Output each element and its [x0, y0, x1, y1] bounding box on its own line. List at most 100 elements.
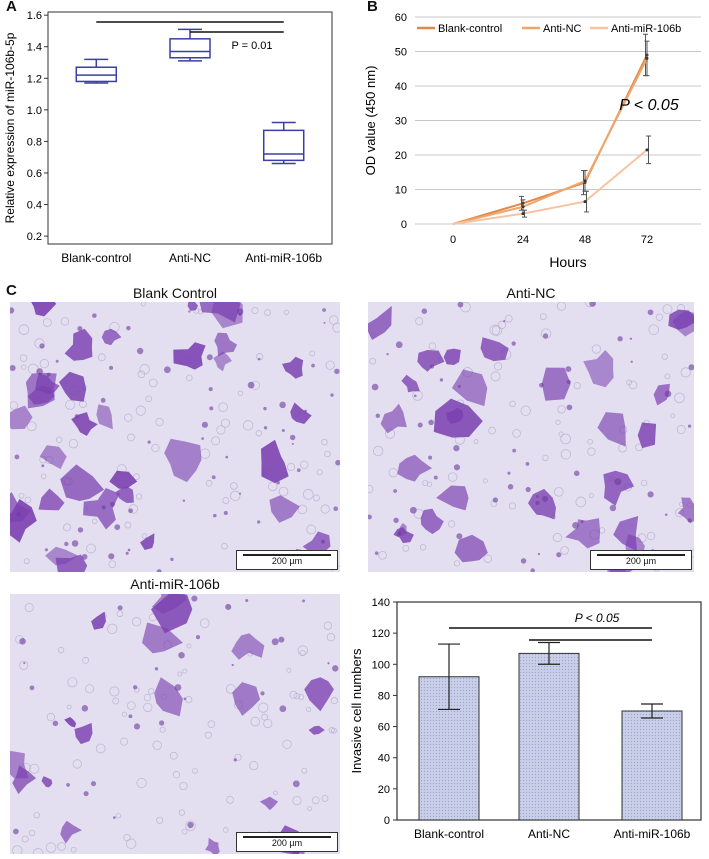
pore	[373, 445, 384, 457]
micrograph-background	[10, 302, 340, 572]
pore	[97, 353, 106, 362]
cell-debris	[113, 816, 116, 819]
stained-cell	[41, 776, 53, 788]
cell-debris	[539, 382, 544, 388]
cell-debris	[174, 684, 182, 691]
data-point	[583, 200, 587, 204]
pore	[218, 402, 228, 412]
pore	[321, 794, 329, 802]
cell-debris	[535, 500, 540, 506]
pore	[415, 317, 424, 326]
pore	[332, 322, 340, 333]
stained-cell	[451, 369, 488, 407]
cell-debris	[393, 489, 398, 493]
cell-debris	[492, 497, 499, 503]
box-plot: 0.2 0.4 0.6 0.8 1.0 1.2 1.4 1.6 Relative express…	[3, 10, 333, 265]
cell-debris	[457, 302, 464, 308]
pore	[504, 314, 513, 323]
pore	[66, 704, 72, 710]
pore	[369, 357, 376, 365]
cell-debris	[304, 409, 307, 413]
cell-debris	[74, 414, 79, 419]
cell-debris	[278, 636, 285, 643]
pore	[286, 667, 292, 673]
pore	[556, 302, 567, 311]
cell-debris	[271, 638, 279, 646]
pore	[107, 623, 118, 634]
pore	[230, 482, 238, 490]
pore	[553, 486, 564, 497]
pore	[57, 646, 65, 654]
stained-cell	[154, 677, 183, 717]
pore	[255, 430, 262, 437]
pore	[297, 504, 308, 515]
cell-debris	[556, 552, 562, 558]
cell-debris	[289, 434, 296, 441]
pore	[428, 342, 437, 350]
pore	[18, 492, 25, 499]
x-tick-label: 0	[450, 234, 456, 246]
y-tick-label: 10	[395, 185, 407, 197]
cell-debris	[191, 595, 198, 602]
cell-debris	[647, 491, 654, 498]
y-tick-label: 20	[378, 784, 390, 796]
cell-debris	[260, 691, 265, 696]
cell-debris	[206, 354, 213, 361]
stained-cell	[232, 682, 261, 716]
pore	[263, 718, 273, 729]
stained-cell	[528, 488, 556, 520]
pore	[482, 478, 488, 484]
panel-b-letter: B	[367, 0, 378, 15]
cell-debris	[433, 475, 438, 480]
pore	[378, 551, 387, 560]
cell-debris	[537, 552, 541, 556]
p-value-label: P = 0.01	[231, 40, 272, 52]
pore	[330, 697, 338, 705]
x-tick-label: 48	[579, 234, 591, 246]
cell-debris	[507, 471, 511, 475]
pore	[152, 740, 162, 750]
pore	[137, 370, 146, 379]
cell-debris	[81, 553, 88, 560]
cell-debris	[128, 714, 133, 719]
cell-debris	[279, 705, 287, 713]
cell-debris	[110, 501, 115, 507]
pore	[320, 504, 330, 514]
pore	[234, 753, 242, 761]
cell-debris	[580, 520, 584, 524]
legend-label: Anti-miR-106b	[611, 23, 681, 35]
pore	[45, 842, 57, 853]
pore	[552, 532, 562, 543]
pore	[670, 413, 676, 419]
pore	[141, 533, 148, 539]
pore	[156, 816, 164, 824]
pore	[33, 811, 40, 819]
cell-debris	[23, 662, 26, 665]
stained-cell	[59, 371, 87, 402]
pore	[306, 524, 317, 535]
pore	[112, 697, 120, 705]
cell-debris	[327, 662, 330, 665]
cell-debris	[409, 506, 417, 514]
stained-cell	[55, 554, 88, 572]
cell-debris	[335, 459, 340, 466]
box-iqr	[75, 66, 118, 83]
cell-debris	[188, 310, 191, 313]
scale-bar: 200 µm	[590, 550, 692, 570]
pore	[329, 315, 339, 325]
box-iqr	[169, 38, 211, 59]
stained-cell	[151, 594, 187, 614]
pore	[136, 777, 147, 789]
pore	[155, 417, 164, 427]
cell-debris	[664, 513, 668, 516]
x-axis-label: Hours	[549, 254, 586, 270]
stained-cell	[205, 837, 220, 854]
cell-debris	[525, 462, 530, 466]
pore	[278, 486, 289, 497]
pore	[453, 560, 461, 567]
stained-cell	[436, 485, 469, 511]
y-tick-label: 60	[395, 12, 407, 24]
plot-frame	[47, 11, 333, 245]
pore	[250, 716, 260, 727]
cell-debris	[77, 527, 84, 533]
